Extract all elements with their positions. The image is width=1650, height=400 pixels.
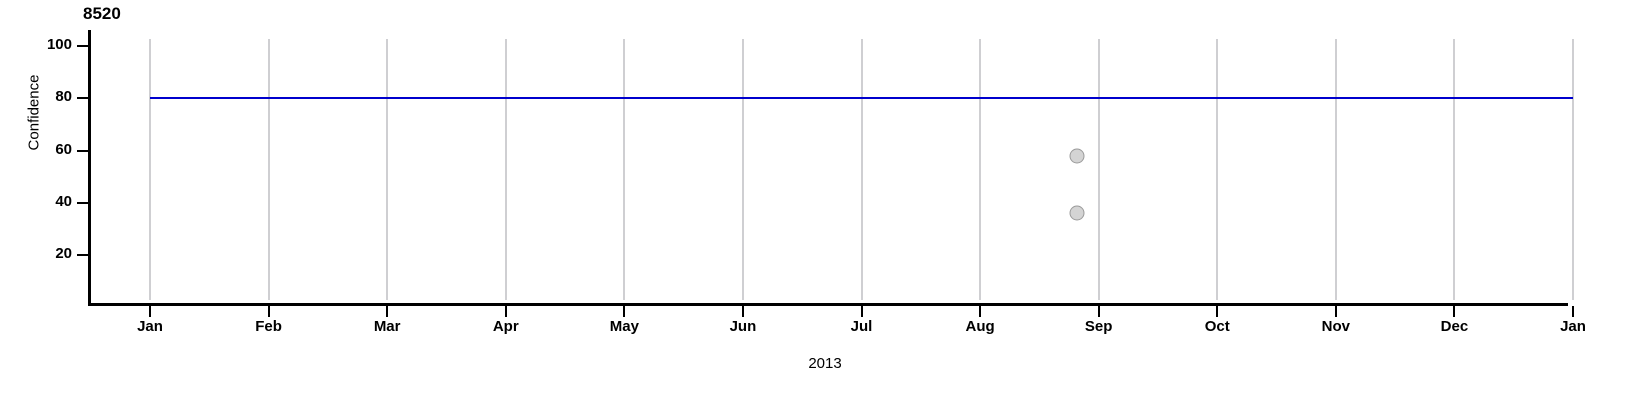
x-tick-12 — [1572, 306, 1574, 317]
x-tick-5 — [741, 306, 744, 317]
y-tick-label-20: 20 — [55, 245, 72, 262]
x-tick-label-dec-11: Dec — [1440, 318, 1469, 335]
gridline-may-4 — [623, 39, 626, 300]
gridline-feb-1 — [267, 39, 270, 300]
x-tick-label-jan-12: Jan — [1560, 318, 1586, 335]
x-tick-label-mar-2: Mar — [373, 318, 401, 335]
x-tick-label-nov-10: Nov — [1321, 318, 1350, 335]
y-tick-40 — [77, 201, 88, 204]
y-tick-100 — [77, 45, 88, 47]
gridline-mar-2 — [386, 39, 389, 300]
y-tick-label-60: 60 — [55, 140, 72, 158]
gridline-apr-3 — [504, 39, 507, 300]
x-tick-label-oct-9: Oct — [1204, 318, 1230, 335]
x-tick-label-jun-5: Jun — [729, 318, 757, 335]
x-tick-label-sep-8: Sep — [1084, 318, 1113, 335]
x-tick-label-apr-3: Apr — [492, 318, 519, 335]
x-tick-2 — [386, 306, 389, 317]
x-tick-6 — [860, 306, 863, 317]
x-tick-label-aug-7: Aug — [965, 318, 995, 335]
x-tick-label-feb-1: Feb — [255, 318, 282, 335]
x-tick-11 — [1453, 306, 1456, 317]
y-tick-label-40: 40 — [55, 192, 72, 210]
x-tick-10 — [1334, 306, 1337, 317]
gridline-sep-8 — [1097, 39, 1100, 300]
gridline-aug-7 — [979, 39, 982, 300]
gridline-oct-9 — [1216, 39, 1219, 300]
y-tick-label-100: 100 — [46, 36, 72, 53]
gridline-jul-6 — [860, 39, 863, 300]
gridline-jan-12 — [1572, 39, 1574, 300]
x-tick-8 — [1097, 306, 1100, 317]
data-point-1[interactable] — [1069, 205, 1085, 221]
x-tick-9 — [1216, 306, 1219, 317]
x-tick-0 — [149, 306, 151, 317]
y-tick-80 — [77, 97, 88, 100]
data-point-0[interactable] — [1069, 148, 1085, 164]
y-tick-60 — [77, 149, 88, 152]
x-tick-7 — [979, 306, 982, 317]
gridline-jan-0 — [149, 39, 151, 300]
gridline-nov-10 — [1334, 39, 1337, 300]
x-tick-label-jul-6: Jul — [850, 318, 873, 335]
x-tick-label-jan-0: Jan — [137, 318, 163, 335]
x-tick-4 — [623, 306, 626, 317]
x-tick-label-may-4: May — [609, 318, 639, 335]
x-tick-3 — [504, 306, 507, 317]
y-axis-label: Confidence — [25, 74, 43, 151]
y-tick-20 — [77, 254, 88, 256]
x-axis-line — [88, 303, 1568, 306]
x-axis-label: 2013 — [808, 355, 842, 372]
x-tick-1 — [267, 306, 270, 317]
y-axis-line — [88, 30, 91, 306]
y-tick-label-80: 80 — [55, 88, 72, 106]
threshold-line — [150, 97, 1573, 100]
gridline-dec-11 — [1453, 39, 1456, 300]
gridline-jun-5 — [741, 39, 744, 300]
chart-title: 8520 — [83, 4, 121, 23]
